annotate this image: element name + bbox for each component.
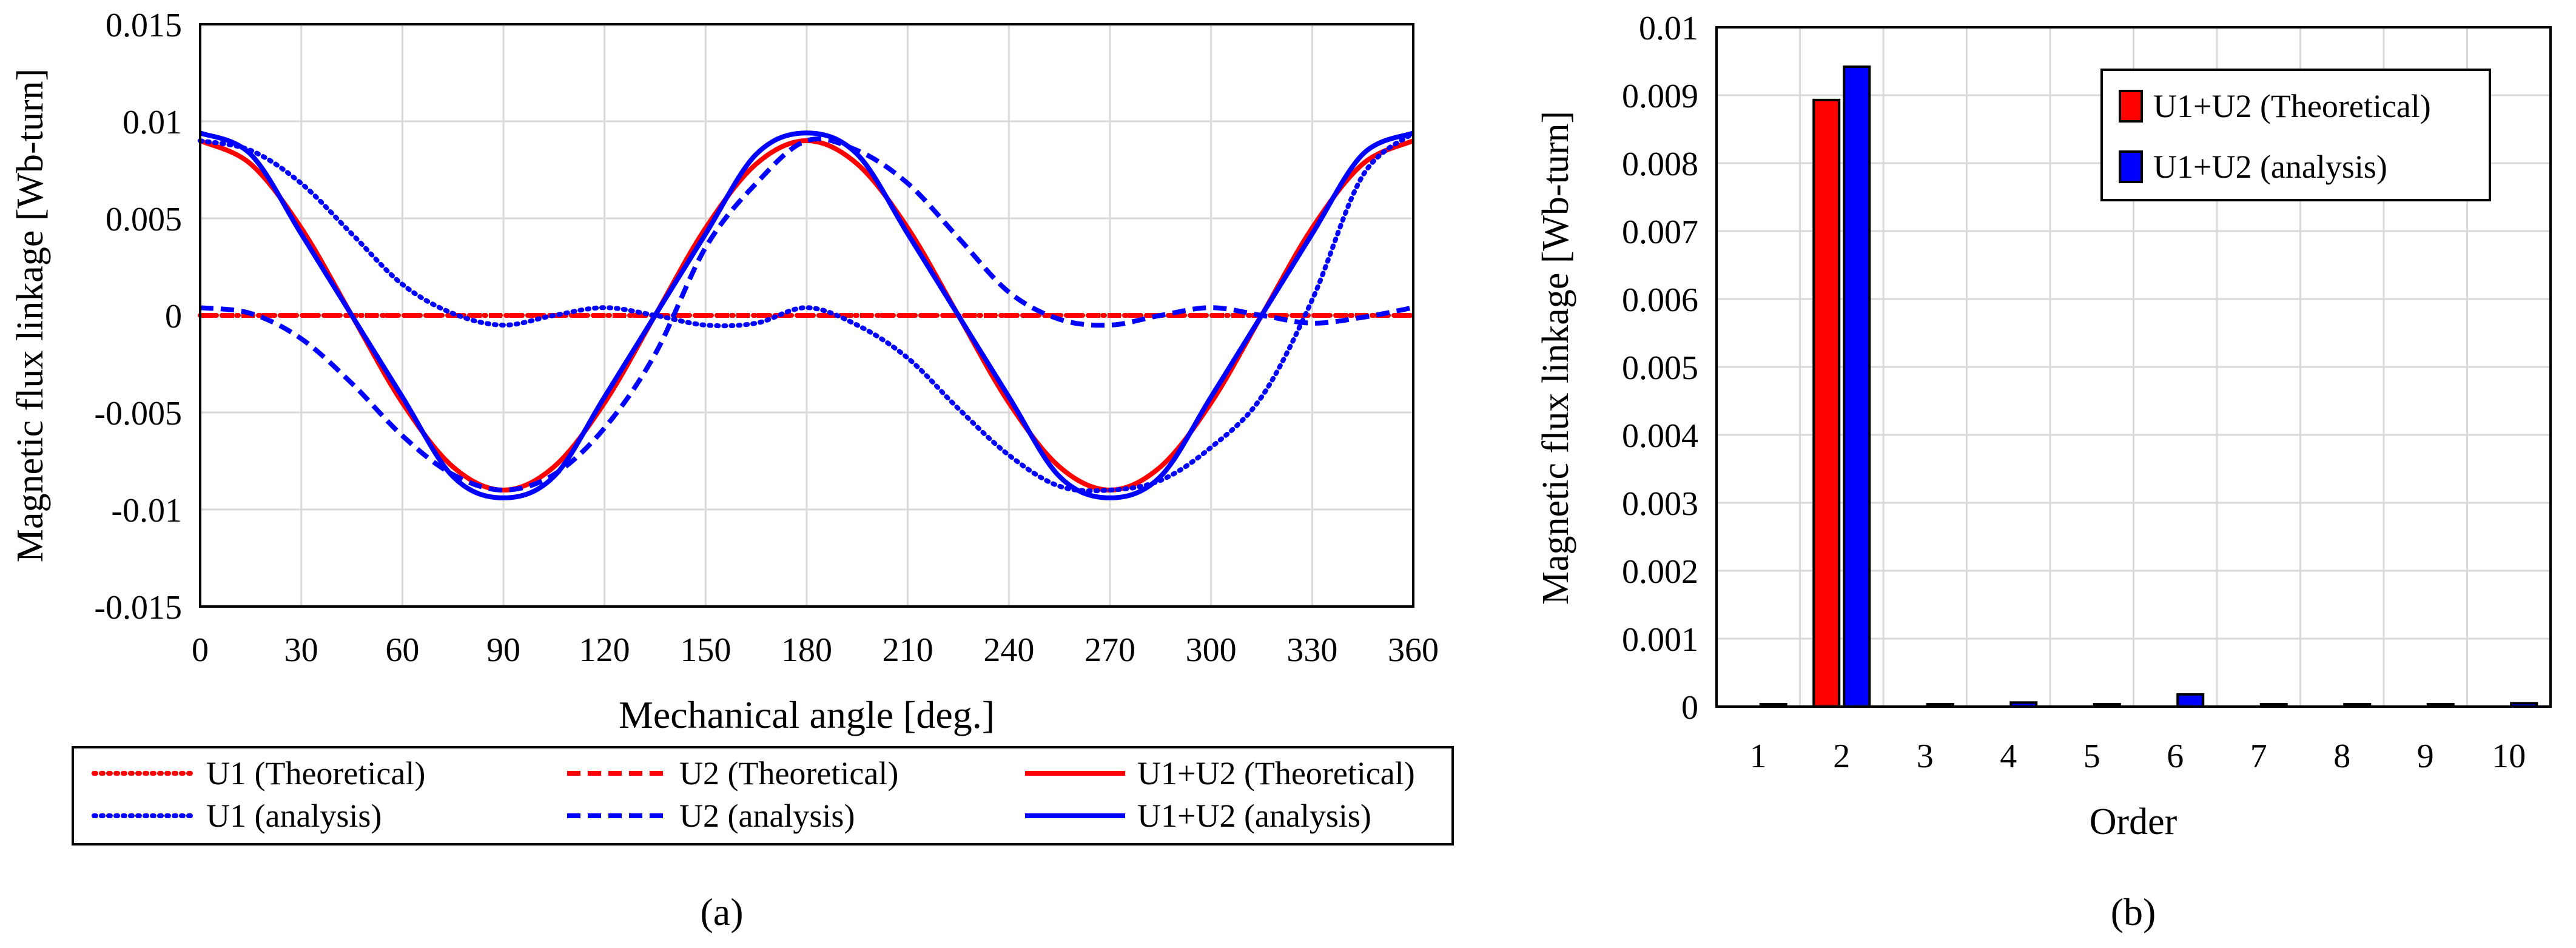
x-tick-label: 180 (781, 631, 832, 669)
y-tick-label: 0.01 (123, 104, 182, 141)
legend-label: U1+U2 (analysis) (2153, 149, 2387, 185)
bar-chart: 0.01 0.009 0.008 0.007 0.006 0.005 0.004 0.003 0… (1535, 10, 2552, 933)
x-tick-label: 5 (2083, 738, 2100, 775)
line-chart: 0 30 60 90 120 150 180 210 240 270 300 330 360 0.015… (10, 7, 1454, 933)
bar-theoretical-order-2 (1812, 98, 1841, 708)
legend-swatch (2119, 150, 2143, 183)
x-tick-label: 6 (2167, 738, 2184, 775)
series-line-u1-u2-theoretical (199, 138, 1414, 493)
y-tick-label: -0.015 (94, 589, 182, 627)
legend-label: U1 (analysis) (206, 798, 382, 834)
bar-analysis-order-2 (1843, 65, 1871, 708)
y-tick-label: 0.006 (1622, 281, 1698, 319)
y-tick-label: 0 (165, 298, 182, 335)
x-tick-label: 0 (192, 631, 209, 669)
y-tick-label: 0.004 (1622, 417, 1698, 455)
x-tick-label: 2 (1833, 738, 1850, 775)
y-tick-label: -0.01 (111, 492, 182, 529)
series-lines (198, 130, 1416, 500)
y-tick-label: -0.005 (94, 395, 182, 432)
y-tick-labels: 0.015 0.01 0.005 0 -0.005 -0.01 -0.015 (94, 7, 182, 627)
y-tick-label: 0.003 (1622, 485, 1698, 523)
panel-label-b: (b) (2111, 890, 2156, 933)
legend-box (2100, 69, 2491, 201)
y-tick-labels: 0.01 0.009 0.008 0.007 0.006 0.005 0.004 0.003 0… (1622, 10, 1698, 727)
x-axis-label: Order (2090, 801, 2177, 842)
legend-label: U1 (Theoretical) (206, 755, 425, 792)
x-tick-label: 210 (883, 631, 933, 669)
y-tick-label: 0.005 (1622, 349, 1698, 387)
legend-label: U2 (analysis) (679, 798, 855, 834)
x-tick-label: 60 (385, 631, 419, 669)
x-tick-label: 3 (1917, 738, 1934, 775)
x-axis-label: Mechanical angle [deg.] (619, 693, 995, 736)
x-tick-label: 270 (1085, 631, 1135, 669)
x-tick-label: 90 (486, 631, 520, 669)
legend-label: U1+U2 (Theoretical) (2153, 88, 2431, 124)
panel-label-a: (a) (700, 890, 743, 933)
legend-swatch (2119, 90, 2143, 123)
series-line-u1-analysis (198, 130, 1416, 494)
y-tick-label: 0.001 (1622, 621, 1698, 659)
x-tick-label: 30 (284, 631, 318, 669)
legend-items: U1+U2 (Theoretical) U1+U2 (analysis) (2119, 88, 2431, 185)
legend-box (72, 746, 1454, 845)
x-tick-label: 360 (1388, 631, 1439, 669)
x-tick-label: 300 (1186, 631, 1237, 669)
x-tick-label: 8 (2333, 738, 2350, 775)
y-tick-label: 0.008 (1622, 146, 1698, 183)
y-tick-label: 0.007 (1622, 213, 1698, 251)
bar-analysis-order-6 (2176, 693, 2205, 708)
y-axis-label: Magnetic flux linkage [Wb-turn] (1535, 111, 1576, 605)
x-tick-label: 330 (1286, 631, 1337, 669)
y-axis-label: Magnetic flux linkage [Wb-turn] (10, 69, 51, 562)
x-tick-label: 10 (2492, 738, 2526, 775)
x-tick-label: 4 (2000, 738, 2017, 775)
x-tick-label: 9 (2417, 738, 2434, 775)
y-tick-label: 0.015 (106, 7, 182, 44)
x-tick-label: 150 (680, 631, 731, 669)
plot-frame (199, 23, 1414, 608)
series-line-u2-analysis (200, 136, 1414, 493)
y-tick-label: 0 (1681, 689, 1698, 727)
legend-label: U1+U2 (analysis) (1137, 798, 1371, 834)
y-tick-label: 0.002 (1622, 553, 1698, 591)
x-tick-labels: 1 2 3 4 5 6 7 8 9 10 (1750, 738, 2526, 775)
y-tick-label: 0.009 (1622, 78, 1698, 115)
y-tick-label: 0.005 (106, 201, 182, 238)
x-tick-label: 7 (2250, 738, 2267, 775)
legend: U1+U2 (Theoretical) U1+U2 (analysis) (2100, 69, 2491, 201)
x-tick-label: 1 (1750, 738, 1767, 775)
legend-label: U2 (Theoretical) (679, 755, 898, 792)
x-tick-label: 240 (983, 631, 1034, 669)
legend-items: U1 (Theoretical) U2 (Theoretical) U1+U2 (T… (92, 755, 1415, 834)
legend-label: U1+U2 (Theoretical) (1137, 755, 1415, 792)
y-tick-label: 0.01 (1639, 10, 1698, 47)
x-tick-label: 120 (579, 631, 630, 669)
x-tick-labels: 0 30 60 90 120 150 180 210 240 270 300 330 360 (192, 631, 1439, 669)
plot-frame (1715, 26, 2552, 708)
series-line-u1-u2-analysis (199, 130, 1414, 500)
legend: U1 (Theoretical) U2 (Theoretical) U1+U2 (T… (72, 746, 1454, 845)
